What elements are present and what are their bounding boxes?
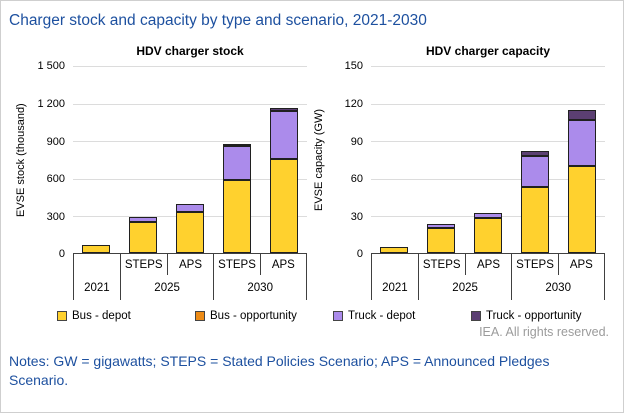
bar-segment	[269, 108, 298, 112]
charts-row: EVSE stock (thousand) 0 300 600 900 1 200 1 5…	[1, 40, 623, 301]
legend: Bus - depot Bus - opportunity Truck - depo…	[1, 310, 623, 322]
year-label: 2030	[545, 281, 571, 294]
chart-hdv-charger-stock: EVSE stock (thousand) 0 300 600 900 1 200 1 5…	[15, 40, 307, 301]
y-axis-title: EVSE capacity (GW)	[313, 109, 325, 212]
scenario-label: STEPS	[218, 258, 256, 271]
scenario-label: STEPS	[422, 258, 461, 271]
scenario-label: APS	[557, 254, 604, 276]
bar-segment	[567, 119, 596, 167]
year-label: 2030	[247, 281, 273, 294]
bar-segment	[129, 216, 158, 222]
bar-segment	[474, 212, 502, 219]
legend-swatch	[57, 311, 67, 322]
gridline	[371, 66, 605, 68]
gridline	[371, 178, 605, 180]
legend-label: Bus - opportunity	[210, 310, 297, 323]
bar-segment	[567, 166, 596, 254]
scenario-label: STEPS	[516, 258, 554, 271]
y-tick-label: 120	[344, 97, 363, 110]
x-axis-categories: 2021 STEPS APS 2025 STEPS APS 2030	[73, 254, 307, 301]
scenario-row	[74, 254, 120, 275]
bar-segment	[520, 187, 549, 254]
y-tick-label: 1 200	[37, 97, 65, 110]
page-title: Charger stock and capacity by type and s…	[9, 12, 427, 29]
plot-area	[73, 66, 307, 255]
year-label: 2021	[84, 281, 110, 294]
x-axis-group: STEPS APS 2030	[511, 254, 605, 301]
bar-segment	[380, 247, 409, 254]
gridline	[371, 141, 605, 143]
bar-segment	[520, 156, 549, 188]
x-axis-group: STEPS APS 2025	[119, 254, 214, 301]
bar-segment	[222, 144, 251, 147]
x-axis-group: STEPS APS 2025	[417, 254, 512, 301]
scenario-label: APS	[464, 254, 512, 276]
y-axis-title: EVSE stock (thousand)	[15, 103, 27, 218]
y-tick-label: 300	[46, 210, 65, 223]
scenario-row: STEPS APS	[214, 254, 306, 276]
bar-segment	[269, 111, 298, 160]
x-axis-group: 2021	[371, 254, 418, 301]
legend-item: Bus - depot	[57, 310, 195, 322]
chart-hdv-charger-capacity: EVSE capacity (GW) 0 30 60 90 120 150 HDV cha…	[313, 40, 605, 301]
legend-swatch	[471, 311, 481, 322]
bar-segment	[129, 221, 158, 254]
gridline	[73, 103, 307, 105]
x-axis-categories: 2021 STEPS APS 2025 STEPS APS 2030	[371, 254, 605, 301]
legend-label: Truck - opportunity	[486, 310, 582, 323]
y-tick-label: 60	[350, 173, 363, 186]
scenario-row: STEPS APS	[121, 254, 214, 276]
chart-title: HDV charger capacity	[425, 44, 551, 59]
gridline	[371, 103, 605, 105]
bar-segment	[176, 212, 204, 254]
scenario-row: STEPS APS	[512, 254, 604, 276]
chart-title: HDV charger stock	[136, 44, 244, 59]
legend-item: Bus - opportunity	[195, 310, 333, 322]
gridline	[73, 66, 307, 68]
bar-segment	[176, 204, 204, 213]
year-label: 2021	[382, 281, 408, 294]
gridline	[73, 178, 307, 180]
y-tick-label: 90	[350, 135, 363, 148]
scenario-label: APS	[166, 254, 214, 276]
y-axis-tick-labels: 0 30 60 90 120 150	[329, 60, 371, 260]
bar-segment	[82, 245, 111, 254]
bar-segment	[269, 159, 298, 254]
bar-segment	[520, 150, 549, 157]
legend-label: Truck - depot	[348, 310, 416, 323]
attribution: IEA. All rights reserved.	[479, 325, 609, 340]
y-tick-label: 900	[46, 135, 65, 148]
gridline	[73, 141, 307, 143]
legend-label: Bus - depot	[72, 310, 131, 323]
y-tick-label: 30	[350, 210, 363, 223]
notes: Notes: GW = gigawatts; STEPS = Stated Po…	[9, 353, 550, 389]
year-label: 2025	[154, 281, 180, 294]
bar-segment	[567, 110, 596, 120]
year-label: 2025	[452, 281, 478, 294]
bar-segment	[474, 218, 502, 254]
y-axis-tick-labels: 0 300 600 900 1 200 1 500	[31, 60, 73, 260]
legend-swatch	[195, 311, 205, 322]
scenario-label: STEPS	[124, 258, 163, 271]
bar-segment	[427, 227, 456, 254]
scenario-label: APS	[259, 254, 306, 276]
scenario-row	[372, 254, 418, 275]
plot-area	[371, 66, 605, 255]
bar-segment	[427, 224, 456, 228]
y-tick-label: 600	[46, 173, 65, 186]
legend-item: Truck - depot	[333, 310, 471, 322]
scenario-row: STEPS APS	[419, 254, 512, 276]
legend-item: Truck - opportunity	[471, 310, 609, 322]
bar-segment	[222, 180, 251, 254]
y-tick-label: 0	[58, 248, 65, 261]
legend-swatch	[333, 311, 343, 322]
y-tick-label: 150	[344, 60, 363, 73]
bar-segment	[222, 146, 251, 181]
y-tick-label: 0	[356, 248, 363, 261]
y-tick-label: 1 500	[37, 60, 65, 73]
x-axis-group: 2021	[73, 254, 120, 301]
x-axis-group: STEPS APS 2030	[213, 254, 307, 301]
